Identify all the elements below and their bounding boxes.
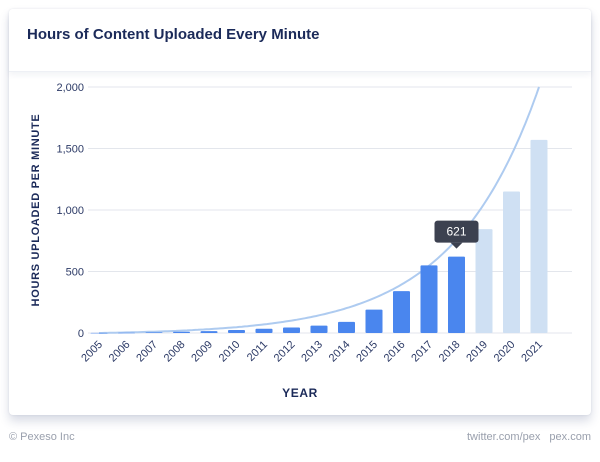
bar-2015 [365,309,383,333]
y-tick-label: 0 [78,328,84,340]
x-tick-label: 2014 [327,339,353,365]
chart-card: Hours of Content Uploaded Every Minute [9,9,591,415]
bar-2007 [145,332,163,333]
x-tick-label: 2009 [189,339,215,365]
y-axis-title: HOURS UPLOADED PER MINUTE [30,114,42,307]
x-tick-label: 2020 [492,339,518,365]
chart-title: Hours of Content Uploaded Every Minute [27,26,320,43]
bar-2014 [338,321,355,333]
twitter-link[interactable]: twitter.com/pex [467,431,541,443]
x-tick-label: 2015 [354,339,380,365]
bar-2009 [200,331,218,333]
x-tick-label: 2011 [245,339,270,364]
website-link[interactable]: pex.com [549,431,591,443]
x-tick-label: 2017 [409,339,435,365]
y-tick-label: 2,000 [56,82,84,94]
x-tick-label: 2008 [162,339,188,365]
x-tick-label: 2013 [299,339,325,365]
x-tick-label: 2005 [79,339,105,365]
projected-bar-2021 [530,139,548,333]
y-tick-label: 1,000 [56,205,84,217]
bar-2018 [448,256,465,333]
x-tick-label: 2021 [519,339,545,365]
bar-2010 [228,330,245,333]
x-tick-label: 2006 [107,339,133,365]
bar-2017 [420,265,438,333]
x-tick-label: 2007 [134,339,160,365]
x-tick-label: 2018 [437,339,463,365]
x-tick-label: 2010 [217,339,243,365]
x-tick-label: 2012 [272,339,298,365]
x-tick-label: 2019 [464,339,490,365]
bar-2016 [393,291,410,333]
projected-bar-2020 [503,191,520,333]
bar-2008 [173,331,190,333]
tooltip-value: 621 [446,225,466,239]
y-tick-label: 1,500 [56,144,84,156]
x-axis-title: YEAR [282,386,318,400]
x-tick-label: 2016 [382,339,408,365]
bar-2011 [255,328,273,333]
projected-bar-2019 [475,229,493,333]
copyright-text: © Pexeso Inc [9,431,75,443]
bar-2006 [118,332,135,334]
card-header: Hours of Content Uploaded Every Minute [9,9,591,72]
bar-2005 [90,332,108,334]
footer-links: twitter.com/pex pex.com [461,431,591,443]
tooltip-box [434,220,479,243]
bar-2013 [310,325,328,333]
tooltip-pointer [450,242,463,249]
bar-2012 [283,327,300,333]
y-tick-label: 500 [66,267,84,279]
